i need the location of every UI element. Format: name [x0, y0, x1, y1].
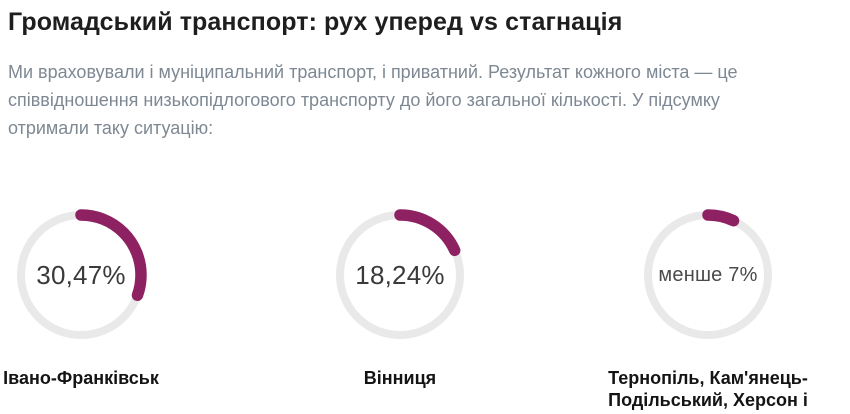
- donut-arc: [15, 209, 147, 341]
- donut-svg: [334, 209, 466, 341]
- donut-chart: менше 7%: [638, 205, 778, 345]
- donut-chart: 30,47%: [11, 205, 151, 345]
- donut-svg: [15, 209, 147, 341]
- gauge-value: 18,24%: [355, 259, 445, 290]
- gauge-vinnytsia: 18,24% Вінниця: [319, 205, 481, 389]
- donut-chart: 18,24%: [330, 205, 470, 345]
- donut-arc: [642, 209, 774, 341]
- intro-paragraph: Ми враховували і муніципальний транспорт…: [8, 62, 738, 138]
- gauge-label: Вінниця: [363, 368, 437, 388]
- gauge-label: Івано-Франківськ: [3, 368, 159, 388]
- gauge-label: Тернопіль, Кам'янець-Подільський, Херсон…: [608, 368, 808, 414]
- gauge-value: 30,47%: [36, 259, 126, 290]
- gauge-ivano-frankivsk: 30,47% Івано-Франківськ: [0, 205, 162, 389]
- donut-arc: [334, 209, 466, 341]
- page-title: Громадський транспорт: рух уперед vs ста…: [8, 8, 623, 36]
- donut-charts-row: 30,47% Івано-Франківськ 18,24% Вінниця м…: [0, 205, 850, 414]
- gauge-value: менше 7%: [658, 263, 758, 286]
- donut-svg: [642, 209, 774, 341]
- gauge-other-cities: менше 7% Тернопіль, Кам'янець-Подільськи…: [566, 205, 850, 414]
